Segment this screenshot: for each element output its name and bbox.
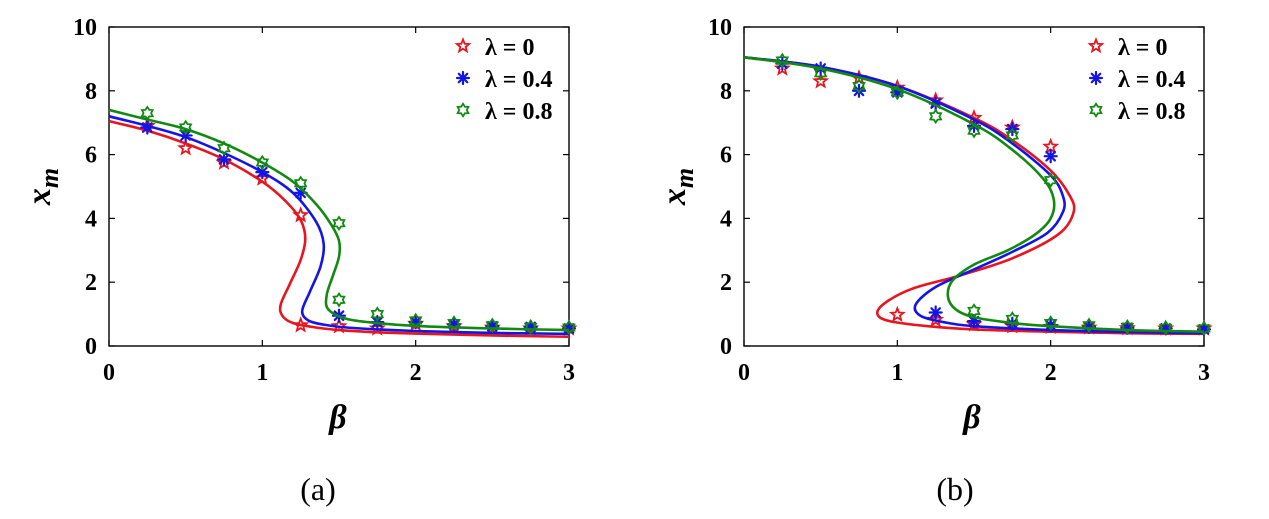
data-point <box>1120 319 1135 335</box>
series-line <box>743 56 1205 335</box>
data-point <box>177 139 195 156</box>
legend-label: λ = 0 <box>485 35 534 61</box>
legend-marker <box>1088 70 1104 86</box>
y-tick-label: 8 <box>720 79 732 105</box>
x-tick-label: 2 <box>1045 360 1057 386</box>
legend-marker <box>1089 102 1103 118</box>
data-point <box>332 291 346 308</box>
legend-label: λ = 0.4 <box>485 67 552 93</box>
legend: λ = 0 λ = 0.4 λ = 0.8 <box>454 35 552 125</box>
y-tick-label: 4 <box>85 206 97 232</box>
data-point <box>330 317 348 334</box>
data-point <box>1082 317 1096 334</box>
legend-label: λ = 0.8 <box>1118 99 1185 125</box>
series-1 <box>108 115 577 336</box>
data-point <box>1158 319 1173 336</box>
legend-label: λ = 0 <box>1118 35 1167 61</box>
data-point <box>967 303 981 319</box>
plot-area-frame <box>108 26 570 347</box>
plot-area-frame <box>743 26 1205 347</box>
series-line <box>108 115 570 336</box>
x-tick-label: 1 <box>256 360 268 386</box>
data-point <box>140 105 155 121</box>
y-axis-label: xm <box>21 168 64 206</box>
data-point <box>523 319 538 335</box>
series-line <box>108 108 570 332</box>
data-point <box>967 122 981 139</box>
series-line <box>743 56 1205 336</box>
data-point <box>1197 320 1211 337</box>
data-point <box>1005 311 1020 327</box>
data-point <box>370 306 385 322</box>
y-tick-label: 6 <box>720 143 732 169</box>
legend-marker <box>454 37 472 54</box>
data-point <box>1043 172 1058 188</box>
series-0 <box>108 116 578 339</box>
data-point <box>292 316 310 333</box>
data-point <box>292 206 310 223</box>
data-point <box>773 59 791 76</box>
y-tick-label: 4 <box>720 206 732 232</box>
panel-caption-b: (b) <box>936 471 973 507</box>
data-point <box>1005 127 1020 144</box>
panel-caption-a: (a) <box>300 471 336 507</box>
data-point <box>1043 315 1058 331</box>
chart-panel-a: 0 1 2 3 0 2 4 6 8 10 β xm λ = 0 λ = 0.4 λ = 0.8 <box>21 15 578 436</box>
x-axis-label: β <box>327 399 347 436</box>
data-point <box>812 72 830 89</box>
data-point <box>140 120 155 135</box>
legend-marker <box>456 102 470 118</box>
y-tick-label: 0 <box>720 334 732 360</box>
data-point <box>888 305 906 323</box>
data-point <box>852 78 866 94</box>
data-point <box>332 215 346 232</box>
y-tick-label: 10 <box>73 15 97 41</box>
x-tick-label: 1 <box>891 360 903 386</box>
series-line <box>743 56 1205 333</box>
data-point <box>1043 149 1058 164</box>
data-point <box>293 175 308 192</box>
y-tick-label: 2 <box>720 270 732 296</box>
data-point <box>408 312 423 329</box>
x-tick-label: 2 <box>410 360 422 386</box>
data-point <box>178 128 193 143</box>
legend-marker <box>1087 37 1105 54</box>
data-point <box>775 52 790 69</box>
chart-panel-b: 0 1 2 3 0 2 4 6 8 10 β xm λ = 0 λ = 0.4 λ = 0.8 <box>656 15 1213 436</box>
data-point <box>178 119 193 136</box>
data-point <box>217 140 231 157</box>
data-point <box>485 317 500 334</box>
legend: λ = 0 λ = 0.4 λ = 0.8 <box>1087 35 1185 125</box>
x-tick-label: 3 <box>1198 360 1210 386</box>
y-tick-label: 6 <box>85 143 97 169</box>
series-2 <box>743 52 1211 337</box>
x-tick-label: 0 <box>103 360 115 386</box>
data-point <box>255 154 270 171</box>
series-2 <box>108 105 576 336</box>
legend-marker <box>455 70 471 86</box>
x-tick-label: 3 <box>563 360 575 386</box>
data-point <box>813 65 828 82</box>
legend-label: λ = 0.8 <box>485 99 552 125</box>
data-point <box>890 84 905 101</box>
y-tick-label: 0 <box>85 334 97 360</box>
y-tick-label: 8 <box>85 79 97 105</box>
x-tick-label: 0 <box>738 360 750 386</box>
x-axis-label: β <box>961 399 981 436</box>
data-point <box>562 319 576 336</box>
y-tick-label: 10 <box>708 15 732 41</box>
y-tick-label: 2 <box>85 270 97 296</box>
data-point <box>928 108 943 125</box>
legend-label: λ = 0.4 <box>1118 67 1185 93</box>
y-axis-label: xm <box>656 168 699 206</box>
data-point <box>447 315 461 331</box>
data-point <box>928 305 943 320</box>
